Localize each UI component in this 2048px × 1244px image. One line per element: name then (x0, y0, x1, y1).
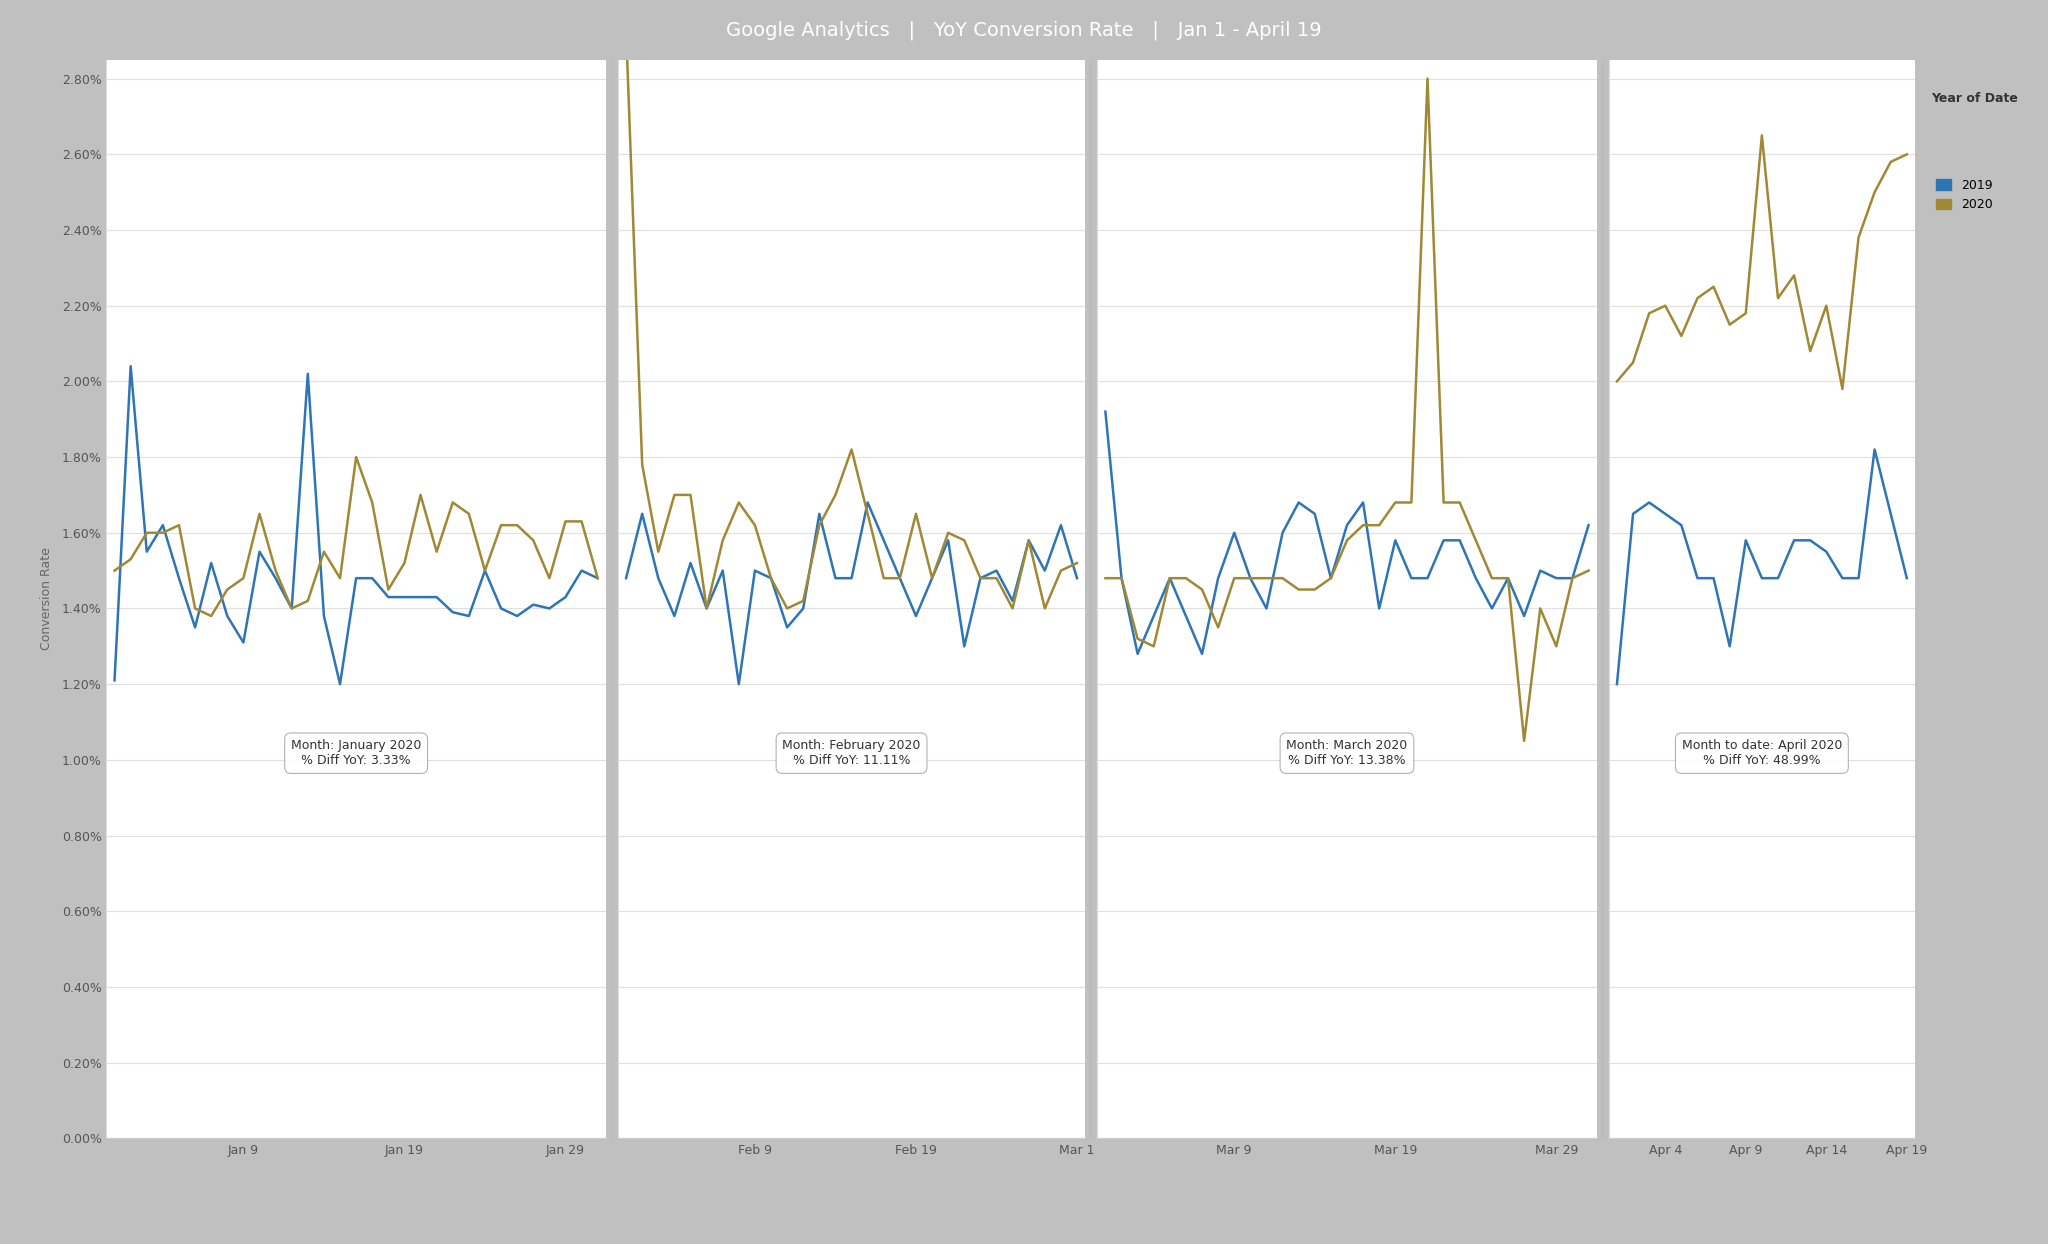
Text: Google Analytics   |   YoY Conversion Rate   |   Jan 1 - April 19: Google Analytics | YoY Conversion Rate |… (727, 20, 1321, 40)
Y-axis label: Conversion Rate: Conversion Rate (41, 547, 53, 651)
Legend: 2019, 2020: 2019, 2020 (1931, 174, 1999, 216)
Text: Month: February 2020
% Diff YoY: 11.11%: Month: February 2020 % Diff YoY: 11.11% (782, 739, 922, 768)
Text: Month to date: April 2020
% Diff YoY: 48.99%: Month to date: April 2020 % Diff YoY: 48… (1681, 739, 1841, 768)
Text: Year of Date: Year of Date (1931, 92, 2017, 104)
Text: Month: March 2020
% Diff YoY: 13.38%: Month: March 2020 % Diff YoY: 13.38% (1286, 739, 1407, 768)
Text: Month: January 2020
% Diff YoY: 3.33%: Month: January 2020 % Diff YoY: 3.33% (291, 739, 422, 768)
